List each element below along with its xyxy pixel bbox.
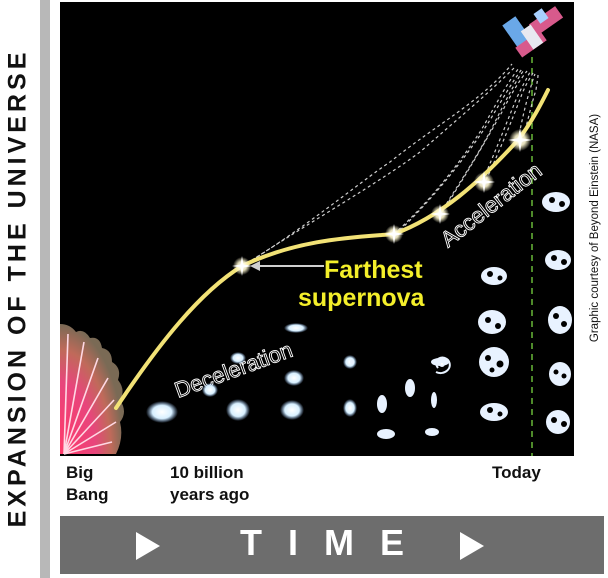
galaxy-icon — [146, 323, 357, 423]
arrow-right-icon — [136, 532, 160, 560]
galaxy-icon — [350, 358, 449, 439]
galaxy-holes — [485, 197, 567, 427]
arrow-right-icon — [460, 532, 484, 560]
light-paths — [241, 63, 539, 267]
deceleration-label: Deceleration — [171, 337, 296, 403]
callout-line2: supernova — [298, 284, 426, 312]
diagram-canvas: Farthest supernova Deceleration Accelera… — [60, 6, 572, 456]
supernova-star-icon — [508, 128, 532, 152]
ten-billion-label-line2: years ago — [170, 485, 250, 504]
ten-billion-label: 10 billion years ago — [170, 462, 249, 506]
y-axis-label-box: EXPANSION OF THE UNIVERSE — [4, 8, 32, 568]
y-axis-bar — [40, 0, 50, 578]
acceleration-label: Acceleration — [436, 158, 547, 252]
telescope-icon — [502, 6, 564, 58]
time-bar: TIME — [60, 516, 604, 574]
supernova-star-icon — [232, 256, 252, 276]
today-label: Today — [492, 463, 541, 482]
supernova-star-icon — [473, 171, 495, 193]
time-label: TIME — [240, 522, 430, 563]
big-bang-label: Big Bang — [66, 462, 109, 506]
credit-text: Graphic courtesy of Beyond Einstein (NAS… — [589, 113, 601, 343]
credit-box: Graphic courtesy of Beyond Einstein (NAS… — [585, 2, 605, 454]
galaxy-icon — [435, 356, 451, 374]
callout-arrow — [250, 261, 324, 271]
big-bang-label-line1: Big — [66, 463, 94, 482]
galaxy-icon — [478, 192, 572, 434]
callout-line1: Farthest — [324, 256, 423, 284]
supernova-star-icon — [384, 224, 404, 244]
y-axis-label: EXPANSION OF THE UNIVERSE — [3, 48, 32, 528]
supernova-star-icon — [430, 204, 450, 224]
big-bang-label-line2: Bang — [66, 485, 109, 504]
big-bang-burst-icon — [60, 324, 124, 455]
ten-billion-label-line1: 10 billion — [170, 463, 244, 482]
diagram-panel: Farthest supernova Deceleration Accelera… — [60, 2, 574, 456]
